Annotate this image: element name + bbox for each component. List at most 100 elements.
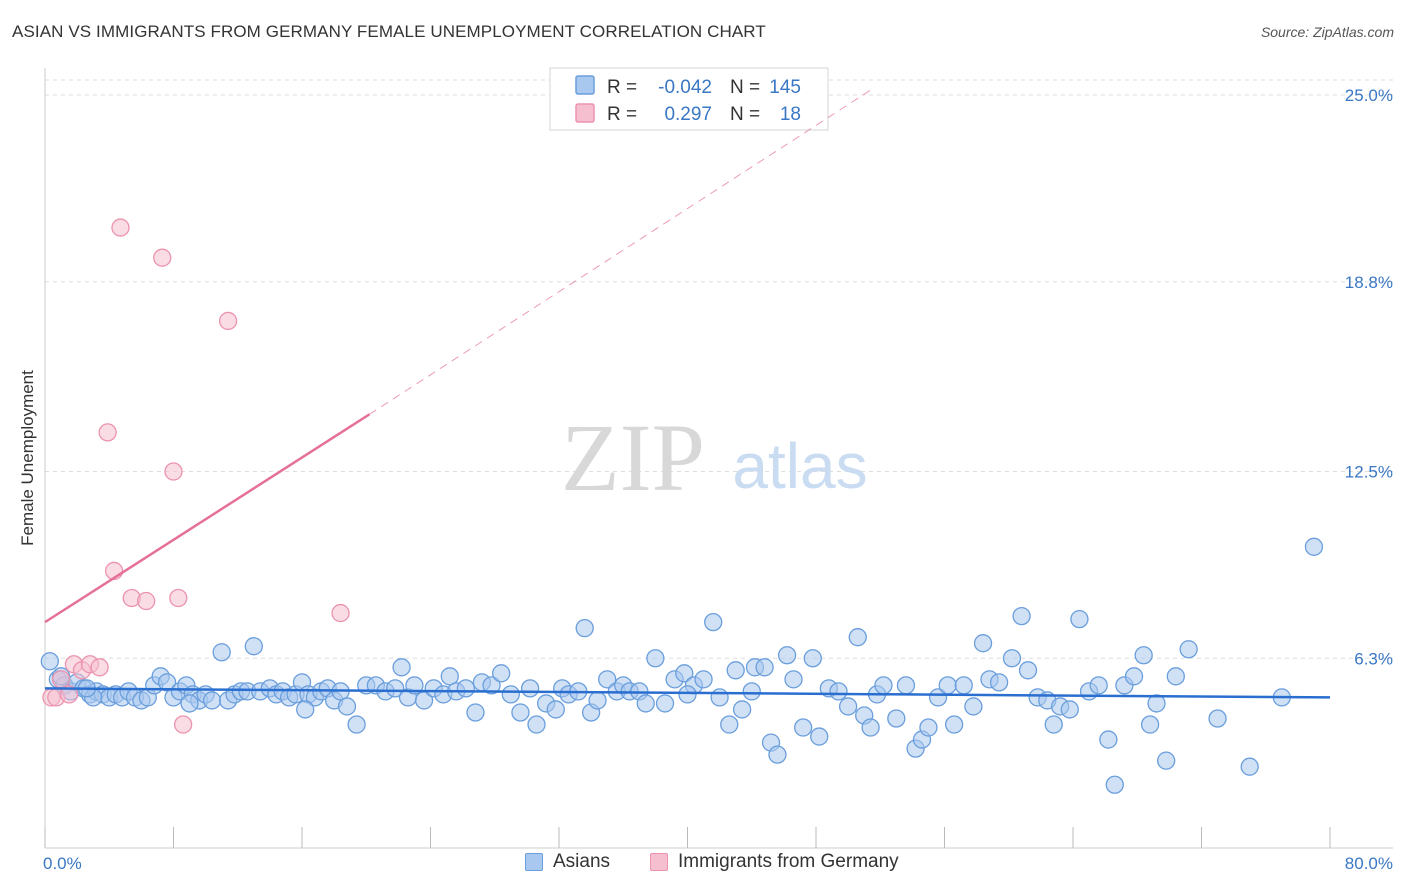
watermark-zip: ZIP bbox=[561, 404, 705, 511]
legend-r-value-germany: 0.297 bbox=[664, 104, 712, 125]
point-asians bbox=[1124, 667, 1144, 686]
trend-line-germany bbox=[44, 413, 371, 624]
point-germany bbox=[153, 248, 172, 267]
point-asians bbox=[1147, 694, 1166, 713]
point-asians bbox=[777, 646, 797, 665]
point-asians bbox=[1134, 646, 1153, 665]
y-tick-label: 12.5% bbox=[1345, 463, 1393, 482]
point-asians bbox=[784, 670, 803, 689]
point-asians bbox=[1140, 715, 1160, 734]
series-germany-points bbox=[42, 218, 350, 734]
point-asians bbox=[180, 694, 199, 713]
point-asians bbox=[1070, 609, 1089, 629]
point-germany bbox=[98, 423, 117, 442]
point-asians bbox=[964, 697, 983, 716]
legend-label-asians: Asians bbox=[553, 851, 611, 872]
source-label: Source: ZipAtlas.com bbox=[1260, 24, 1394, 40]
point-asians bbox=[440, 667, 459, 686]
x-tick-max: 80.0% bbox=[1345, 854, 1393, 873]
point-asians bbox=[296, 700, 315, 719]
point-asians bbox=[392, 658, 411, 677]
legend-label-germany: Immigrants from Germany bbox=[678, 851, 899, 872]
point-asians bbox=[466, 703, 485, 722]
point-asians bbox=[492, 664, 511, 683]
point-asians bbox=[347, 715, 366, 734]
point-asians bbox=[244, 637, 263, 656]
point-asians bbox=[588, 691, 607, 710]
point-asians bbox=[546, 700, 565, 719]
y-axis-label: Female Unemployment bbox=[18, 370, 37, 546]
point-asians bbox=[726, 661, 745, 680]
point-asians bbox=[646, 649, 665, 668]
chart-title: ASIAN VS IMMIGRANTS FROM GERMANY FEMALE … bbox=[12, 22, 766, 41]
point-asians bbox=[482, 676, 501, 695]
point-asians bbox=[896, 676, 916, 695]
point-asians bbox=[938, 676, 957, 695]
point-asians bbox=[928, 688, 948, 707]
legend-item-germany: Immigrants from Germany bbox=[650, 851, 899, 873]
legend-swatch-asians bbox=[525, 853, 543, 871]
point-asians bbox=[704, 612, 723, 632]
point-germany bbox=[218, 311, 238, 331]
point-asians bbox=[838, 697, 858, 716]
legend-r-label: R = bbox=[607, 77, 637, 98]
point-asians bbox=[989, 673, 1009, 692]
point-asians bbox=[919, 718, 938, 737]
point-asians bbox=[655, 694, 675, 713]
point-asians bbox=[1018, 661, 1038, 680]
point-asians bbox=[636, 694, 655, 713]
y-tick-label: 6.3% bbox=[1354, 649, 1393, 668]
point-asians bbox=[405, 676, 424, 695]
axes bbox=[44, 68, 1393, 849]
legend-r-value-asians: -0.042 bbox=[658, 77, 712, 98]
point-asians bbox=[1166, 667, 1185, 686]
point-asians bbox=[575, 618, 594, 638]
point-asians bbox=[720, 715, 739, 734]
point-asians bbox=[1002, 649, 1022, 668]
point-asians bbox=[157, 673, 177, 692]
point-asians bbox=[1304, 537, 1324, 556]
point-asians bbox=[732, 700, 752, 719]
gridlines bbox=[45, 79, 1393, 659]
bottom-legend: Asians Immigrants from Germany bbox=[0, 851, 1406, 879]
trend-line-asians bbox=[44, 687, 1331, 699]
point-asians bbox=[337, 697, 357, 716]
point-asians bbox=[848, 628, 867, 647]
legend-swatch-germany bbox=[650, 853, 668, 871]
point-asians bbox=[861, 718, 880, 737]
y-tick-labels: 6.3% 12.5% 18.8% 25.0% bbox=[1345, 86, 1393, 668]
point-asians bbox=[202, 691, 222, 710]
point-asians bbox=[675, 664, 694, 683]
point-germany bbox=[331, 603, 350, 623]
point-asians bbox=[1060, 700, 1079, 719]
point-asians bbox=[1105, 775, 1124, 794]
point-germany bbox=[173, 715, 193, 734]
point-asians bbox=[1208, 709, 1227, 728]
point-asians bbox=[755, 658, 774, 677]
point-germany bbox=[164, 462, 183, 481]
point-asians bbox=[768, 745, 787, 764]
point-germany bbox=[90, 658, 109, 677]
point-asians bbox=[742, 682, 761, 701]
series-asians-points bbox=[40, 537, 1324, 794]
watermark: ZIP atlas bbox=[561, 404, 868, 511]
point-asians bbox=[386, 679, 405, 698]
point-asians bbox=[598, 670, 617, 689]
point-asians bbox=[944, 715, 964, 734]
legend-swatch-germany bbox=[575, 103, 595, 123]
point-germany bbox=[111, 218, 130, 237]
point-asians bbox=[456, 679, 475, 698]
point-asians bbox=[40, 652, 59, 671]
point-asians bbox=[694, 670, 713, 689]
watermark-atlas: atlas bbox=[732, 430, 867, 502]
point-asians bbox=[1012, 606, 1031, 626]
point-asians bbox=[1099, 730, 1118, 749]
point-asians bbox=[810, 727, 829, 746]
point-asians bbox=[1044, 715, 1063, 734]
y-tick-label: 18.8% bbox=[1345, 273, 1393, 292]
point-germany bbox=[51, 670, 71, 689]
point-asians bbox=[501, 685, 520, 704]
point-asians bbox=[1089, 676, 1108, 695]
point-asians bbox=[829, 682, 848, 701]
